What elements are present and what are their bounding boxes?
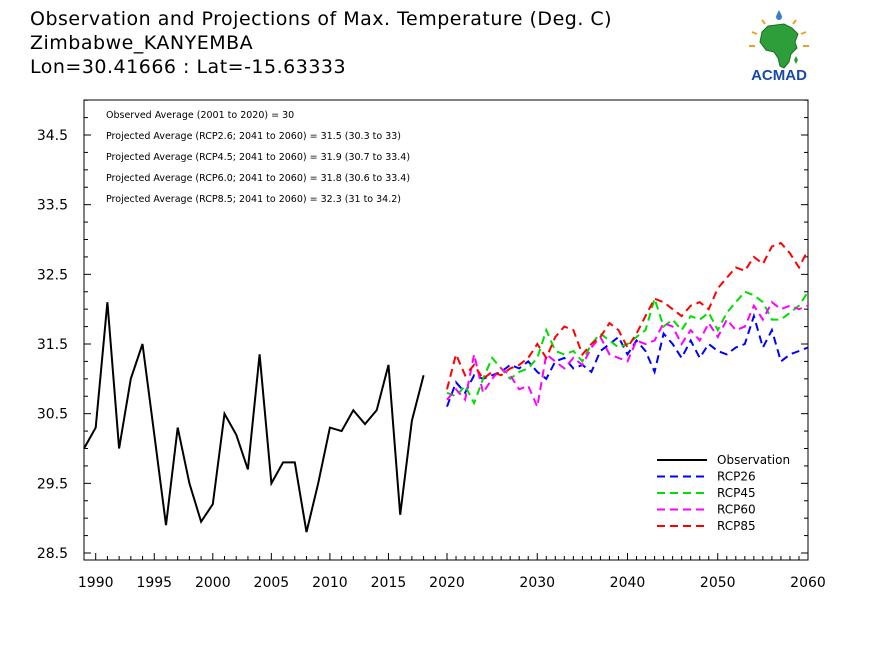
x-tick-label: 2030	[519, 575, 555, 591]
y-tick-label: 33.5	[37, 198, 68, 214]
x-tick-label: 1995	[136, 575, 172, 591]
x-tick-label: 2010	[312, 575, 348, 591]
x-tick-label: 2005	[254, 575, 290, 591]
series-observation	[83, 302, 425, 533]
x-tick-label: 2020	[429, 575, 465, 591]
acmad-logo: ACMAD	[734, 8, 824, 86]
average-annotation: Projected Average (RCP6.0; 2041 to 2060)…	[106, 173, 410, 184]
series-rcp60	[446, 300, 809, 411]
y-tick-label: 32.5	[37, 267, 68, 283]
legend-label: Observation	[717, 453, 790, 467]
legend-label: RCP85	[717, 519, 756, 533]
annotations: Observed Average (2001 to 2020) = 30 Proj…	[106, 110, 410, 205]
y-tick-label: 34.5	[37, 128, 68, 144]
series-rcp85	[446, 241, 809, 390]
series-lines	[83, 241, 809, 533]
x-tick-label: 1990	[78, 575, 114, 591]
legend-label: RCP26	[717, 470, 756, 484]
x-tick-label: 2060	[790, 575, 826, 591]
x-tick-label: 2050	[700, 575, 736, 591]
y-axis: 28.5 29.5 30.5 31.5 32.5 33.5 34.5	[37, 99, 808, 562]
x-tick-label: 2015	[371, 575, 407, 591]
location-label: Zimbabwe_KANYEMBA	[30, 32, 254, 54]
y-tick-label: 29.5	[37, 476, 68, 492]
x-axis: 1990 1995 2000 2005 2010 2015 2020 2030 2040 2050…	[78, 553, 826, 591]
africa-continent-logo-icon: ACMAD	[749, 10, 809, 84]
plot-frame	[83, 99, 809, 561]
average-annotation: Projected Average (RCP2.6; 2041 to 2060)…	[106, 131, 401, 142]
series-rcp26	[446, 312, 809, 408]
average-annotation: Observed Average (2001 to 2020) = 30	[106, 110, 294, 121]
y-tick-label: 28.5	[37, 546, 68, 562]
legend-label: RCP60	[717, 503, 756, 517]
legend-label: RCP45	[717, 486, 756, 500]
logo-text: ACMAD	[751, 67, 807, 84]
y-tick-label: 30.5	[37, 407, 68, 423]
chart-title: Observation and Projections of Max. Temp…	[30, 8, 613, 30]
coordinates-label: Lon=30.41666 : Lat=-15.63333	[30, 56, 347, 78]
x-tick-label: 2040	[610, 575, 646, 591]
y-tick-label: 31.5	[37, 337, 68, 353]
series-rcp45	[446, 290, 809, 406]
average-annotation: Projected Average (RCP8.5; 2041 to 2060)…	[106, 194, 401, 205]
legend: Observation RCP26 RCP45 RCP60 RCP85	[657, 453, 790, 533]
average-annotation: Projected Average (RCP4.5; 2041 to 2060)…	[106, 152, 410, 163]
x-tick-label: 2000	[195, 575, 231, 591]
